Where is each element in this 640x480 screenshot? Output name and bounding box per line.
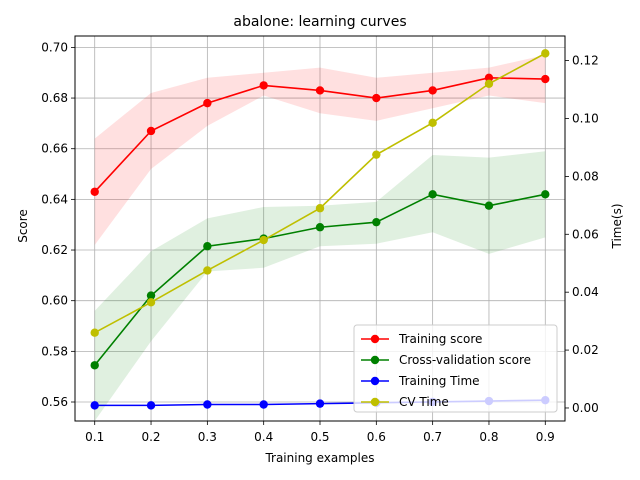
legend-marker-cv-time: [370, 397, 380, 407]
y2-tick-label: 0.08: [572, 169, 599, 183]
training-time-point: [146, 401, 156, 410]
cross-validation-score-band: [94, 151, 546, 421]
y2-tick-label: 0.04: [572, 285, 599, 299]
legend-marker-training-score: [370, 334, 380, 344]
chart-title: abalone: learning curves: [233, 14, 406, 30]
x-tick-label: 0.7: [423, 430, 442, 444]
training-time-point: [259, 400, 268, 409]
y2-tick-label: 0.06: [572, 227, 599, 241]
training-score-point: [372, 93, 381, 103]
training-score-point: [203, 98, 212, 108]
y2-axis-title: Time(s): [610, 204, 624, 250]
y-tick-label: 0.66: [41, 142, 68, 156]
legend-marker-cross-validation-score: [370, 355, 380, 365]
cross-validation-score-point: [372, 217, 381, 227]
cross-validation-score-point: [146, 291, 156, 300]
cv-time-point: [203, 266, 212, 275]
series-layer: [90, 49, 550, 410]
cv-time-point: [146, 298, 156, 307]
legend-marker-training-time: [370, 376, 380, 386]
training-time-point: [90, 401, 99, 410]
y-tick-label: 0.58: [41, 344, 68, 358]
cv-time-point: [315, 204, 325, 213]
legend-box: [353, 324, 558, 413]
cross-validation-score-point: [541, 190, 550, 199]
cross-validation-score-point: [315, 223, 325, 232]
x-tick-label: 0.3: [198, 430, 217, 444]
y2-tick-label: 0.00: [572, 401, 599, 415]
x-tick-label: 0.8: [479, 430, 498, 444]
training-score-point: [484, 73, 494, 82]
y2-tick-label: 0.12: [572, 54, 599, 68]
y-tick-label: 0.56: [41, 395, 68, 409]
cv-time-point: [484, 79, 494, 88]
training-score-point: [146, 126, 156, 136]
legend-label-training-time: Training Time: [398, 374, 480, 388]
x-tick-label: 0.2: [141, 430, 160, 444]
y2-tick-label: 0.10: [572, 112, 599, 126]
y-tick-label: 0.60: [41, 294, 68, 308]
x-tick-label: 0.5: [310, 430, 329, 444]
training-score-point: [90, 187, 99, 196]
training-score-point: [541, 74, 550, 84]
legend-label-cross-validation-score: Cross-validation score: [399, 353, 531, 367]
cross-validation-score-point: [428, 190, 437, 199]
training-time-point: [203, 400, 212, 409]
x-tick-label: 0.4: [254, 430, 273, 444]
cv-time-point: [90, 328, 99, 337]
axis-layer: 0.1 0.2 0.3 0.4 0.5 0.6 0.7 0.8 0.9 0.56 0.58 0.60 0…: [41, 40, 598, 444]
legend-label-cv-time: CV Time: [399, 395, 449, 409]
cross-validation-score-point: [203, 242, 212, 251]
training-score-point: [259, 81, 268, 90]
cross-validation-score-point: [90, 361, 99, 370]
y2-tick-label: 0.02: [572, 343, 599, 357]
x-tick-label: 0.6: [367, 430, 386, 444]
y-tick-label: 0.62: [41, 243, 68, 257]
y-tick-label: 0.68: [41, 91, 68, 105]
y-axis-title: Score: [16, 209, 30, 243]
training-time-point: [315, 399, 325, 408]
x-tick-label: 0.9: [536, 430, 555, 444]
cross-validation-score-point: [484, 201, 494, 210]
x-tick-label: 0.1: [85, 430, 104, 444]
cv-time-point: [259, 235, 268, 245]
legend: Training score Cross-validation score Trai…: [353, 324, 558, 413]
y-tick-label: 0.70: [41, 40, 68, 54]
cv-time-point: [372, 150, 381, 159]
training-score-point: [315, 86, 325, 95]
x-axis-title: Training examples: [264, 451, 374, 465]
training-score-point: [428, 86, 437, 95]
cv-time-point: [428, 118, 437, 128]
cv-time-point: [541, 49, 550, 58]
y-tick-label: 0.64: [41, 192, 68, 206]
legend-label-training-score: Training score: [398, 332, 482, 346]
